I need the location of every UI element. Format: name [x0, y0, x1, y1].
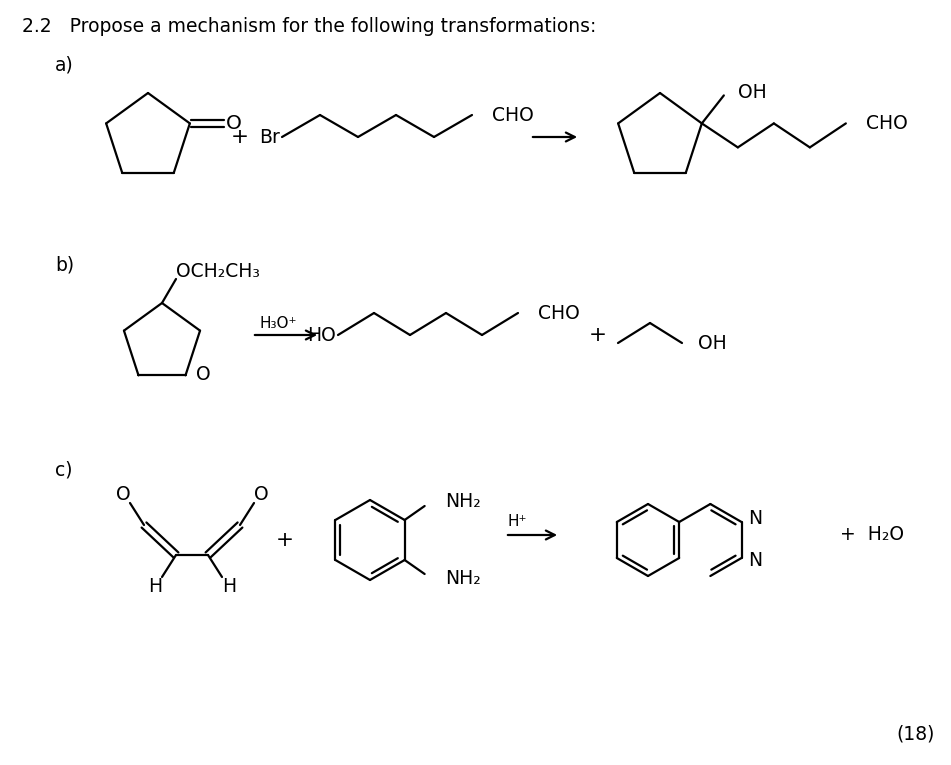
- Text: (18): (18): [897, 724, 935, 743]
- Text: CHO: CHO: [492, 106, 534, 125]
- Text: NH₂: NH₂: [445, 569, 480, 588]
- Text: H⁺: H⁺: [507, 515, 527, 529]
- Text: H: H: [222, 577, 236, 595]
- Text: OH: OH: [698, 334, 727, 353]
- Text: O: O: [226, 114, 242, 133]
- Text: Br: Br: [259, 128, 280, 147]
- Text: O: O: [254, 484, 268, 503]
- Text: HO: HO: [307, 325, 336, 344]
- Text: O: O: [196, 365, 210, 384]
- Text: N: N: [748, 509, 763, 529]
- Text: N: N: [748, 552, 763, 571]
- Text: CHO: CHO: [865, 114, 907, 133]
- Text: OCH₂CH₃: OCH₂CH₃: [176, 262, 260, 281]
- Text: H: H: [148, 577, 162, 595]
- Text: OH: OH: [738, 83, 767, 102]
- Text: +: +: [231, 127, 249, 147]
- Text: b): b): [55, 255, 74, 274]
- Text: c): c): [55, 460, 72, 479]
- Text: +  H₂O: + H₂O: [840, 526, 904, 545]
- Text: +: +: [589, 325, 607, 345]
- Text: a): a): [55, 55, 74, 74]
- Text: +: +: [276, 530, 294, 550]
- Text: O: O: [116, 484, 130, 503]
- Text: H₃O⁺: H₃O⁺: [260, 315, 297, 330]
- Text: CHO: CHO: [538, 304, 580, 323]
- Text: 2.2   Propose a mechanism for the following transformations:: 2.2 Propose a mechanism for the followin…: [22, 17, 596, 36]
- Text: NH₂: NH₂: [445, 491, 480, 510]
